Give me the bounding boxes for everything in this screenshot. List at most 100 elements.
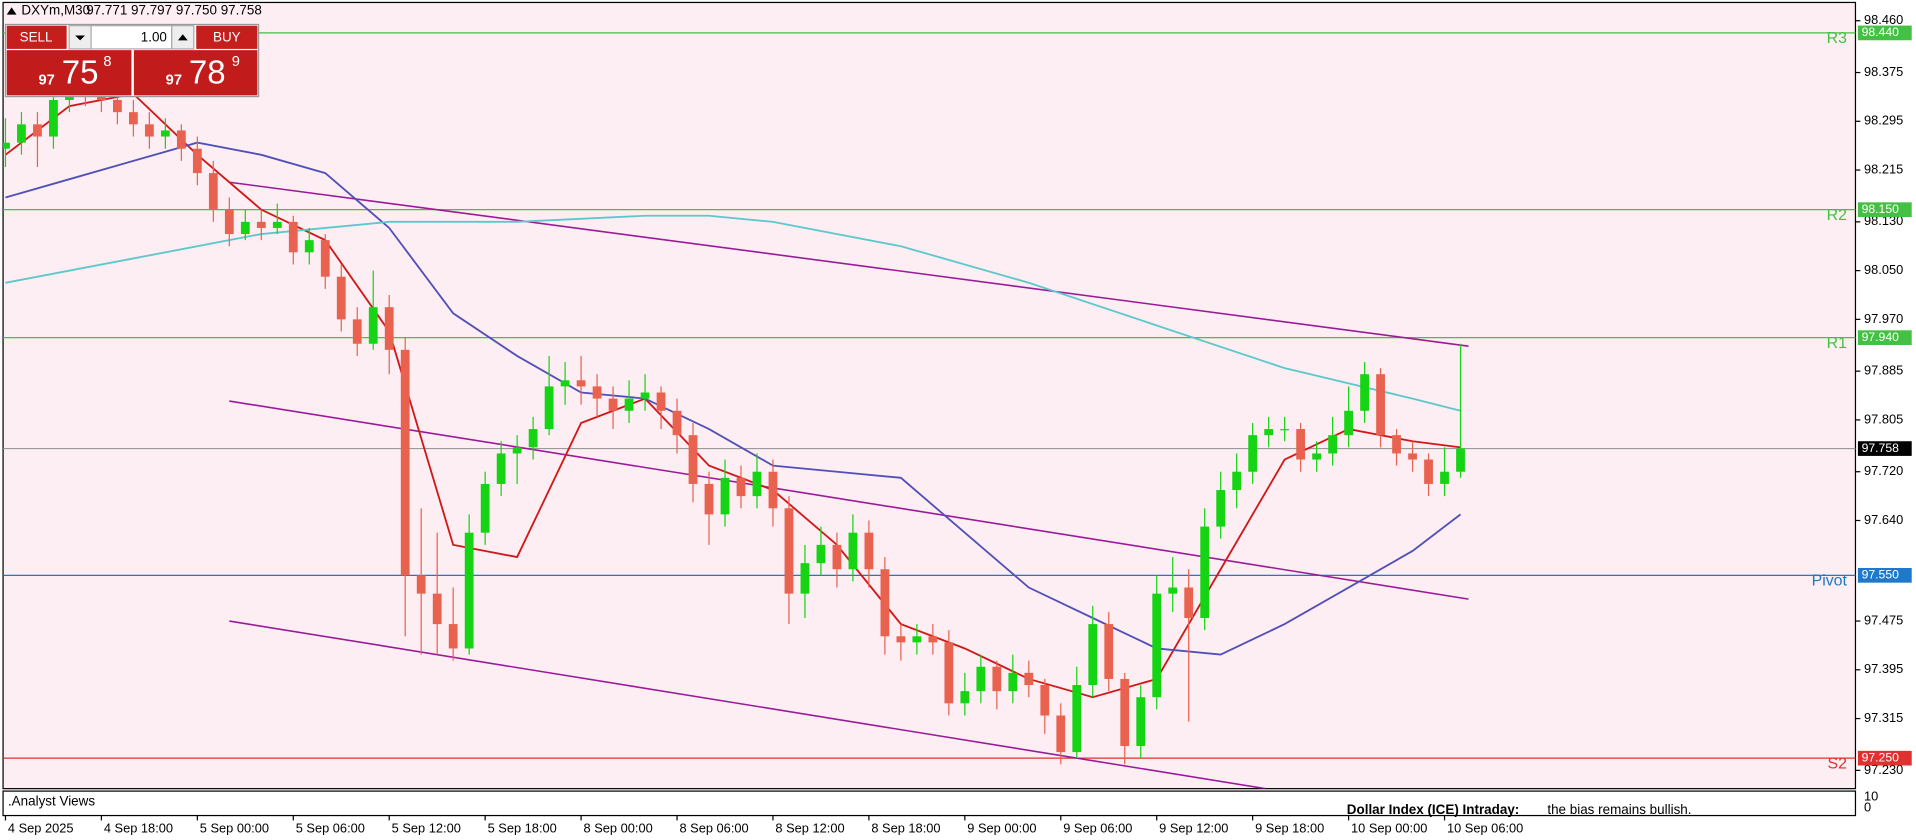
candle-body — [1184, 587, 1194, 618]
candle-body — [1376, 374, 1385, 436]
level-name: Pivot — [1812, 573, 1848, 590]
candle-body — [144, 124, 154, 137]
sell-label[interactable]: SELL — [20, 29, 53, 44]
up-arrow — [177, 34, 188, 41]
candle-body — [336, 276, 346, 320]
candle-body — [896, 636, 906, 643]
candle-body — [832, 544, 842, 570]
candle-body — [128, 112, 138, 125]
candle-body — [464, 532, 474, 649]
candle-body — [768, 471, 778, 509]
y-tick-label: 97.885 — [1864, 363, 1903, 378]
ask-box[interactable] — [133, 50, 258, 96]
y-tick-label: 97.475 — [1864, 612, 1903, 627]
candle-body — [1216, 490, 1226, 527]
candle-body — [400, 349, 410, 576]
level-price-label: 97.550 — [1862, 568, 1900, 582]
candle-body — [992, 666, 1002, 692]
y-tick-label: 98.215 — [1864, 161, 1903, 176]
sell-button[interactable] — [6, 25, 67, 49]
candle-body — [1232, 471, 1242, 491]
buy-button[interactable] — [196, 25, 258, 49]
candle-body — [848, 532, 858, 570]
candle-body — [160, 130, 170, 137]
y-tick-label: 98.375 — [1864, 64, 1903, 79]
candle-body — [1424, 459, 1433, 484]
candle-body — [224, 209, 234, 235]
bid-mid: 75 — [62, 53, 99, 90]
quote: 97.771 97.797 97.750 97.758 — [86, 3, 262, 18]
candle-body — [736, 477, 746, 497]
candle-body — [176, 130, 186, 149]
y-tick-label: 98.050 — [1864, 262, 1903, 277]
candle-body — [1024, 672, 1034, 686]
y-tick-label: 97.970 — [1864, 311, 1903, 326]
candle-body — [880, 569, 890, 637]
candle-body — [512, 447, 522, 454]
axes: 98.46098.37598.29598.21598.13098.05097.9… — [4, 12, 1912, 835]
candle-body — [1312, 453, 1322, 460]
bid-big: 97 — [39, 73, 55, 89]
collapse-icon[interactable] — [6, 7, 17, 15]
level-price-box — [1857, 330, 1912, 345]
candle-body — [864, 532, 874, 570]
candle-body — [912, 636, 922, 643]
candle-body — [1088, 624, 1098, 686]
level-price-label: 97.940 — [1862, 330, 1900, 344]
level-name: R3 — [1827, 30, 1847, 47]
x-tick-label: 10 Sep 00:00 — [1351, 820, 1427, 835]
candle-body — [784, 508, 794, 594]
bid-box[interactable] — [6, 50, 132, 96]
trend-line — [229, 400, 1469, 600]
candle-body — [256, 221, 266, 228]
current-price-label: 97.758 — [1862, 441, 1900, 455]
candle-body — [272, 221, 282, 228]
candle-body — [192, 148, 202, 174]
candle-body — [672, 410, 682, 436]
level-price-box — [1857, 25, 1912, 41]
x-tick-label: 9 Sep 12:00 — [1159, 820, 1228, 835]
level-price-label: 98.440 — [1862, 25, 1900, 39]
candle-body — [560, 380, 570, 387]
candle-body — [33, 124, 42, 137]
annotation-title: Dollar Index (ICE) Intraday: — [1347, 802, 1519, 817]
buy-label[interactable]: BUY — [213, 29, 241, 44]
volume[interactable]: 1.00 — [141, 29, 167, 44]
candle-body — [800, 563, 810, 594]
candle-body — [1120, 678, 1130, 746]
candle-body — [17, 124, 26, 143]
y-tick-label: 97.315 — [1864, 710, 1903, 725]
candle-body — [1136, 697, 1146, 746]
candle-body — [1296, 429, 1306, 460]
candle-body — [528, 429, 538, 448]
candle-body — [384, 307, 394, 350]
candle-body — [928, 636, 938, 643]
candle-body — [1440, 471, 1449, 484]
level-price-label: 98.150 — [1862, 202, 1900, 216]
indicator-title: .Analyst Views — [8, 794, 95, 809]
x-tick-label: 8 Sep 06:00 — [679, 820, 748, 835]
candle-body — [208, 173, 218, 210]
candle-body — [352, 319, 362, 344]
y-tick-label: 97.720 — [1864, 463, 1903, 478]
plot-area — [2, 1, 1857, 790]
indicator-tick: 0 — [1864, 800, 1871, 815]
y-tick-label: 97.640 — [1864, 512, 1903, 527]
candle-body — [496, 453, 506, 484]
moving-average — [5, 141, 1462, 656]
candle-body — [1408, 453, 1417, 460]
candle-body — [1056, 715, 1066, 753]
candle-body — [1264, 429, 1274, 436]
candle-body — [1248, 435, 1258, 472]
x-tick-label: 5 Sep 12:00 — [392, 820, 461, 835]
current-price-box — [1857, 441, 1912, 456]
y-tick-label: 98.460 — [1864, 12, 1903, 27]
candle-body — [1360, 374, 1369, 411]
candle-body — [1168, 587, 1178, 594]
y-tick-label: 97.805 — [1864, 411, 1903, 426]
candle-body — [624, 398, 634, 411]
ask-big: 97 — [166, 73, 182, 89]
candle-body — [608, 398, 618, 411]
indicator-panel — [2, 790, 1857, 817]
